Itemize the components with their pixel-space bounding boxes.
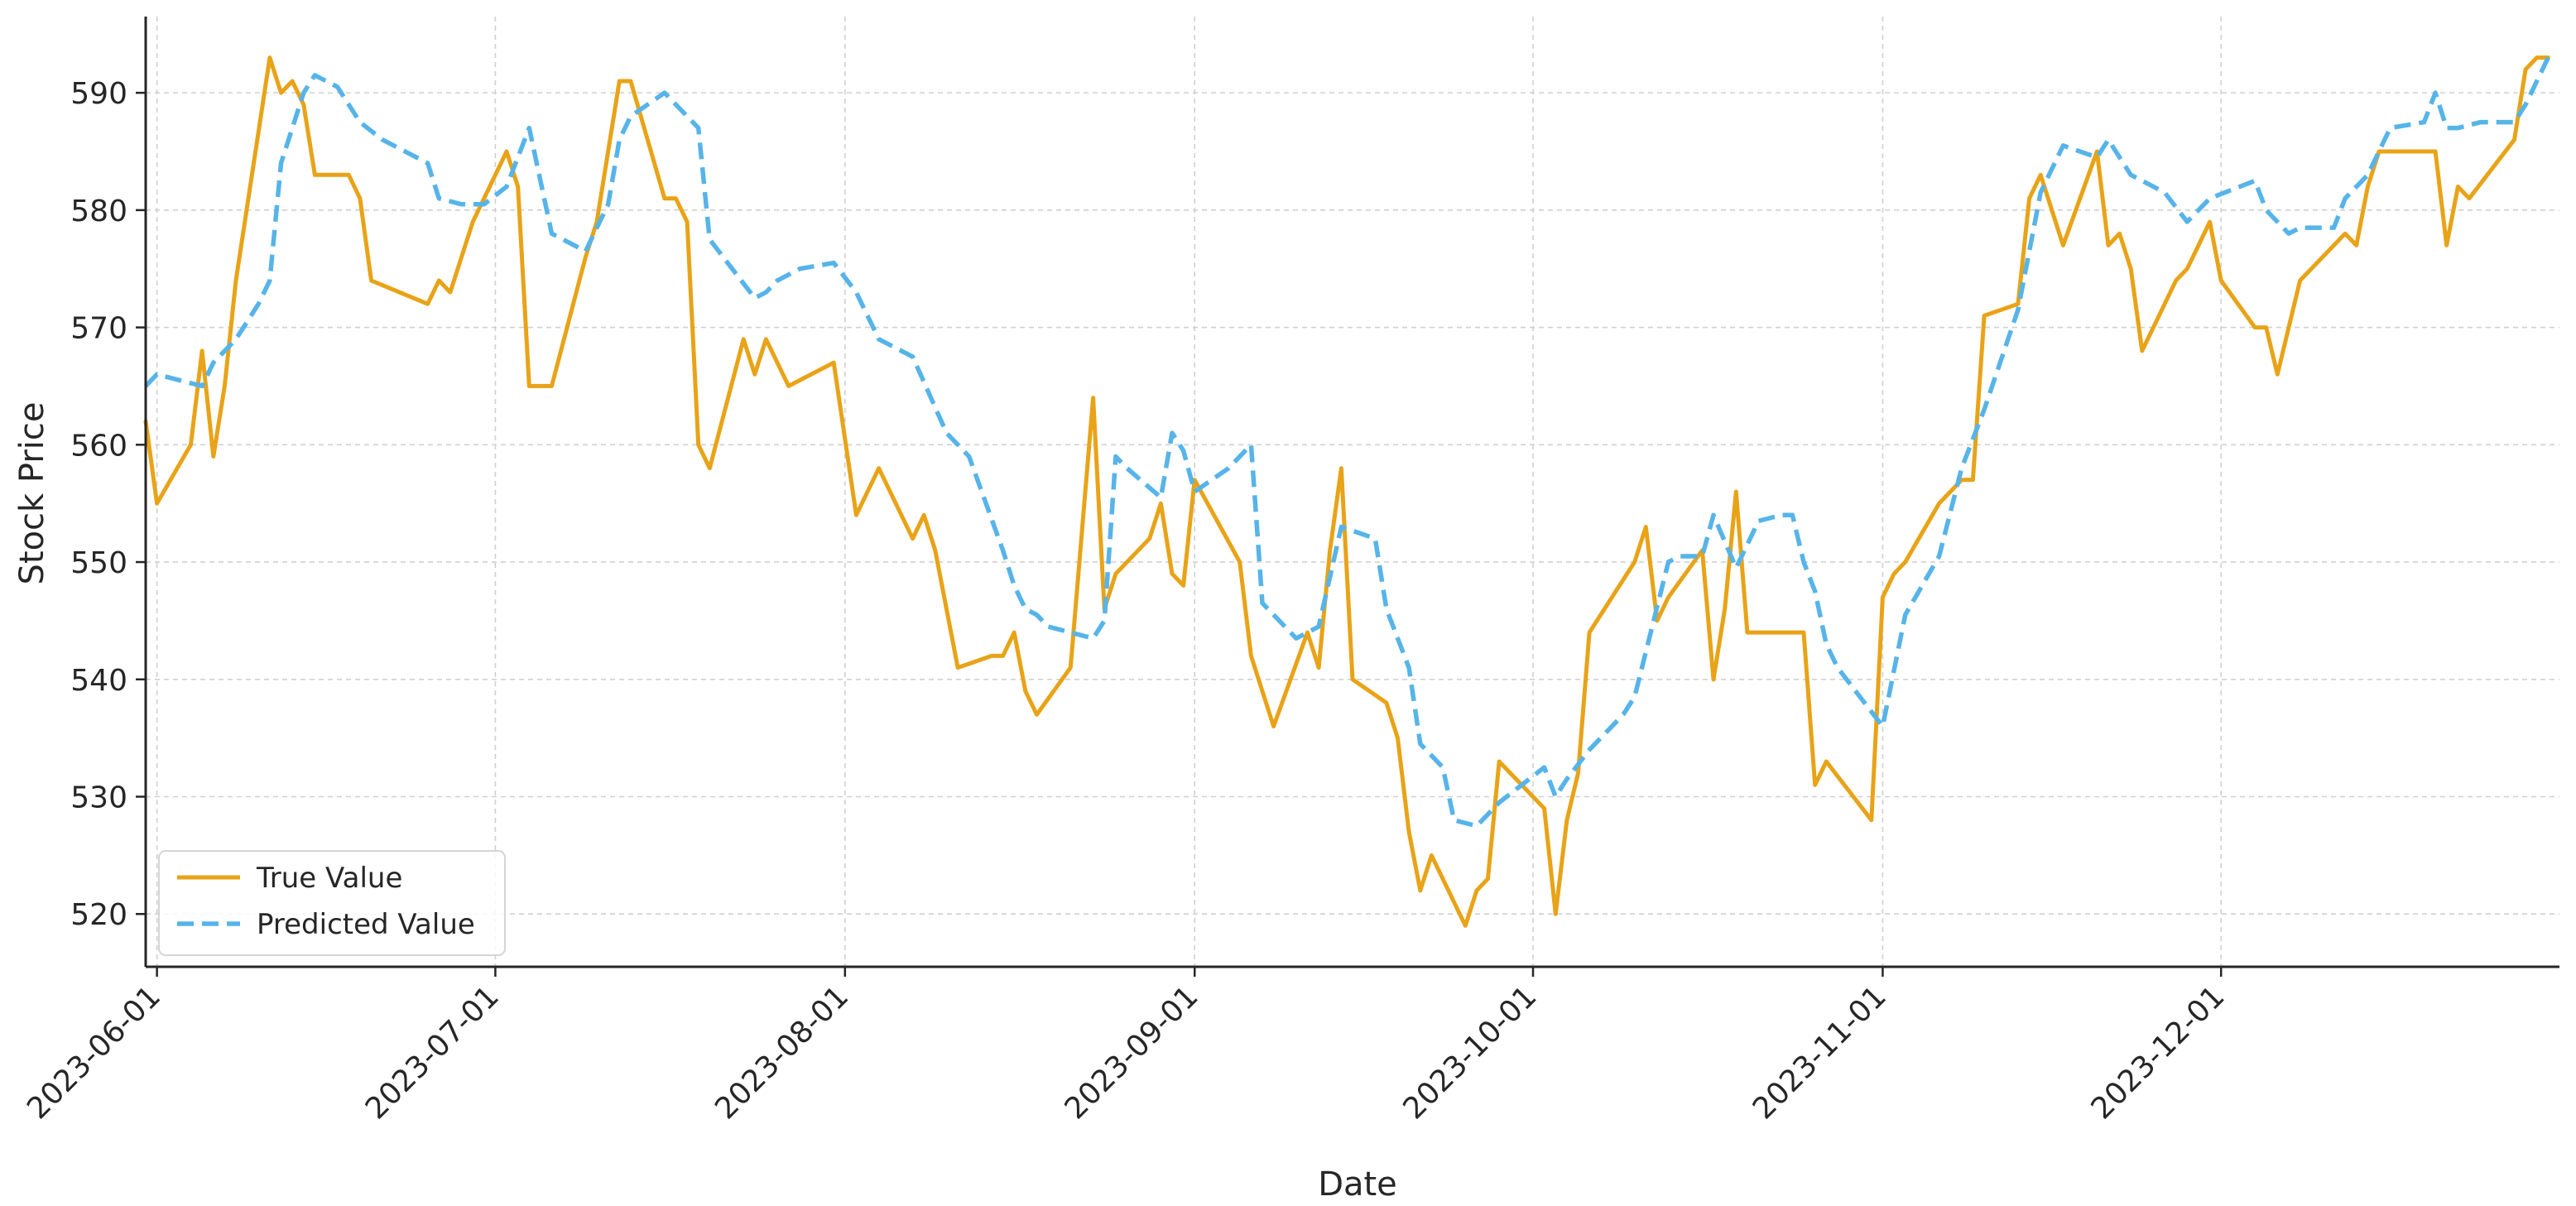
y-tick-label: 520 xyxy=(70,898,127,932)
x-tick-label: 2023-06-01 xyxy=(21,979,167,1126)
predicted-value-line xyxy=(144,56,2550,829)
x-tick-label: 2023-08-01 xyxy=(709,979,855,1126)
legend-true-value-label: True Value xyxy=(256,862,402,895)
legend-box xyxy=(158,850,506,956)
y-tick-label: 580 xyxy=(70,195,127,228)
x-tick-label: 2023-12-01 xyxy=(2085,979,2232,1126)
y-axis-title: Stock Price xyxy=(13,402,51,585)
series-layer xyxy=(143,55,2550,928)
y-tick-label: 530 xyxy=(70,781,127,814)
legend: True Value Predicted Value xyxy=(158,850,506,956)
x-tick-label: 2023-11-01 xyxy=(1747,979,1893,1126)
y-tick-label: 590 xyxy=(70,77,127,111)
y-axis-ticks: 520 530 540 550 560 570 580 590 xyxy=(70,77,146,932)
y-tick-label: 540 xyxy=(70,664,127,698)
x-tick-label: 2023-09-01 xyxy=(1059,979,1205,1126)
legend-predicted-value-label: Predicted Value xyxy=(257,908,475,941)
y-tick-label: 550 xyxy=(70,546,127,580)
axes xyxy=(144,17,2559,968)
y-tick-label: 570 xyxy=(70,312,127,346)
y-tick-label: 560 xyxy=(70,429,127,463)
x-tick-label: 2023-10-01 xyxy=(1396,979,1543,1126)
true-value-line xyxy=(143,55,2550,928)
x-tick-label: 2023-07-01 xyxy=(359,979,506,1126)
x-axis-title: Date xyxy=(1318,1165,1397,1204)
x-axis-ticks: 2023-06-01 2023-07-01 2023-08-01 2023-09-01… xyxy=(21,967,2232,1126)
